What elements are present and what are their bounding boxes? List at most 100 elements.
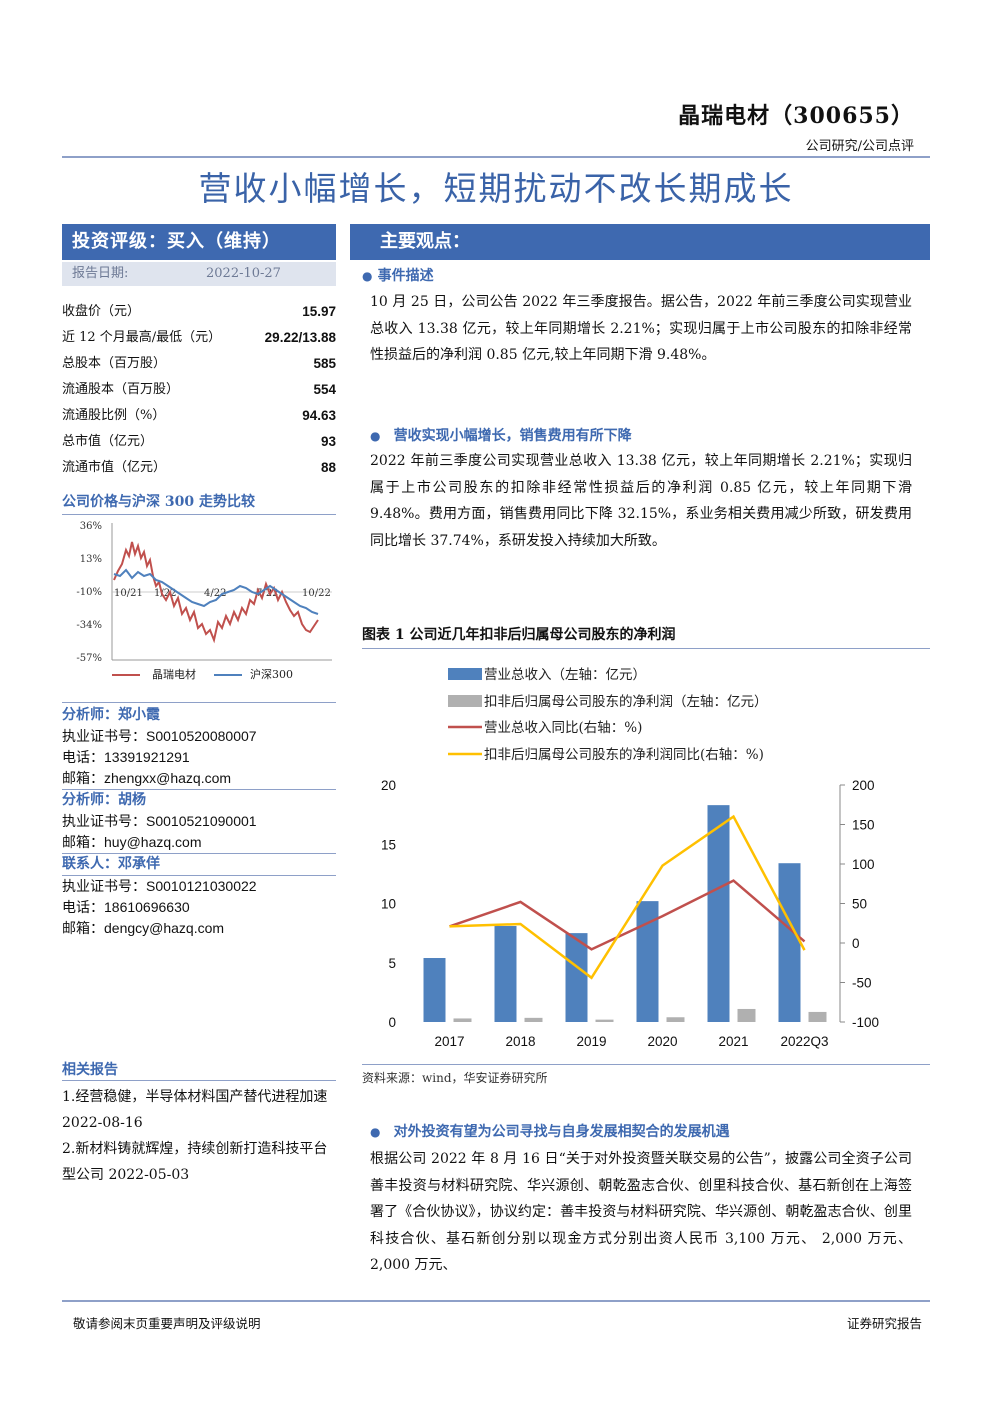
- x-tick: 1/22: [154, 588, 176, 599]
- y-tick: 13%: [80, 554, 102, 565]
- y-right-tick: -100: [852, 1015, 879, 1030]
- x-tick: 7/22: [256, 588, 278, 599]
- y-right-tick: 0: [852, 936, 860, 951]
- contact-title: 联系人：邓承佯: [62, 853, 336, 875]
- stat-value: 15.97: [302, 304, 336, 319]
- y-tick: 36%: [80, 521, 102, 532]
- section-investment: ● 对外投资有望为公司寻找与自身发展相契合的发展机遇: [370, 1121, 730, 1141]
- analyst-cert: 执业证书号：S0010520080007: [62, 728, 257, 744]
- figure-top-divider: [362, 648, 930, 649]
- y-left-tick: 0: [388, 1015, 396, 1030]
- section-investment-text: 根据公司 2022 年 8 月 16 日“关于对外投资暨关联交易的公告”，披露公…: [370, 1151, 912, 1273]
- stat-row: 流通股本（百万股） 554: [62, 378, 336, 404]
- stat-label: 总市值（亿元）: [62, 434, 154, 449]
- stat-row: 总市值（亿元） 93: [62, 430, 336, 456]
- footer-divider: [62, 1300, 930, 1302]
- related-reports-title: 相关报告: [62, 1062, 118, 1078]
- analyst-block: 分析师：郑小霞 执业证书号：S0010520080007 电话：13391921…: [62, 705, 336, 939]
- bullet-icon: ●: [362, 269, 373, 283]
- stat-value: 29.22/13.88: [264, 330, 336, 345]
- stat-row: 流通股比例（%） 94.63: [62, 404, 336, 430]
- related-report-link[interactable]: 1.经营稳健，半导体材料国产替代进程加速 2022-08-16: [62, 1089, 328, 1131]
- y-tick: -10%: [76, 587, 102, 598]
- x-tick: 10/22: [302, 588, 331, 599]
- bar: [453, 1018, 472, 1022]
- bar: [524, 1017, 543, 1022]
- x-tick: 2020: [647, 1034, 677, 1049]
- legend-label: 扣非后归属母公司股东的净利润同比(右轴：%): [484, 746, 764, 763]
- section-revenue: ● 营收实现小幅增长，销售费用有所下降: [370, 425, 632, 445]
- analyst-title: 分析师：胡杨: [62, 789, 336, 811]
- report-category: 公司研究/公司点评: [805, 139, 914, 154]
- x-tick: 4/22: [204, 588, 226, 599]
- analyst-email: 邮箱：zhengxx@hazq.com: [62, 770, 232, 786]
- stock-price-line: [113, 541, 319, 644]
- x-tick: 2022Q3: [780, 1034, 828, 1049]
- x-tick: 2019: [576, 1034, 606, 1049]
- legend-stock: 晶瑞电材: [152, 667, 196, 681]
- stat-row: 收盘价（元） 15.97: [62, 300, 336, 326]
- bar: [808, 1011, 827, 1022]
- series-line: [449, 879, 806, 951]
- stat-row: 总股本（百万股） 585: [62, 352, 336, 378]
- report-date-label: 报告日期:: [72, 266, 129, 281]
- bar: [595, 1019, 614, 1022]
- legend-swatch: [448, 668, 482, 680]
- legend-index: 沪深300: [250, 667, 293, 681]
- stat-row: 流通市值（亿元） 88: [62, 456, 336, 482]
- stat-label: 总股本（百万股）: [62, 356, 167, 371]
- stat-value: 93: [320, 434, 336, 449]
- contact-cert: 执业证书号：S0010121030022: [62, 875, 336, 897]
- revenue-profit-chart: 营业总收入（左轴：亿元） 扣非后归属母公司股东的净利润（左轴：亿元） 营业总收入同比…: [381, 667, 879, 1049]
- y-right-tick: 200: [852, 778, 875, 793]
- bar: [707, 805, 730, 1022]
- y-right-tick: -50: [852, 976, 872, 991]
- section-event-text: 10 月 25 日，公司公告 2022 年三季度报告。据公告，2022 年前三季…: [370, 294, 912, 363]
- related-reports-list: 1.经营稳健，半导体材料国产替代进程加速 2022-08-16 2.新材料铸就辉…: [62, 1084, 336, 1188]
- bullet-icon: ●: [370, 1125, 381, 1139]
- price-trend-chart: 36% 13% -10% -34% -57% 10/21 1/22 4/22 7…: [76, 521, 332, 681]
- section-revenue-text: 2022 年前三季度公司实现营业总收入 13.38 亿元，较上年同期增长 2.2…: [370, 453, 912, 549]
- figure-bottom-divider: [362, 1064, 930, 1065]
- related-report-link[interactable]: 2.新材料铸就辉煌，持续创新打造科技平台型公司 2022-05-03: [62, 1141, 328, 1183]
- analyst-divider: [62, 702, 336, 703]
- figure-title: 图表 1 公司近几年扣非后归属母公司股东的净利润: [362, 627, 676, 643]
- report-date-bar: 报告日期: 2022-10-27: [62, 262, 336, 286]
- y-tick: -34%: [76, 620, 102, 631]
- stat-label: 近 12 个月最高/最低（元）: [62, 330, 222, 345]
- y-tick: -57%: [76, 653, 102, 664]
- company-name: 晶瑞电材（300655）: [678, 103, 914, 129]
- footer-disclaimer: 敬请参阅末页重要声明及评级说明: [73, 1316, 261, 1331]
- section-title: 对外投资有望为公司寻找与自身发展相契合的发展机遇: [393, 1124, 730, 1140]
- x-tick: 2017: [434, 1034, 464, 1049]
- y-right-tick: 50: [852, 897, 867, 912]
- section-event: ● 事件描述: [362, 265, 434, 285]
- stat-value: 88: [320, 460, 336, 475]
- bar: [737, 1008, 756, 1022]
- analyst-title: 分析师：郑小霞: [62, 707, 160, 723]
- stock-stats: 收盘价（元） 15.97 近 12 个月最高/最低（元） 29.22/13.88 总…: [62, 300, 336, 482]
- legend-label: 营业总收入同比(右轴：%): [484, 720, 642, 736]
- bar: [565, 933, 588, 1022]
- stat-label: 流通股本（百万股）: [62, 382, 180, 397]
- figure-source: 资料来源：wind，华安证券研究所: [362, 1071, 548, 1085]
- legend-label: 营业总收入（左轴：亿元）: [484, 667, 646, 683]
- footer-report-type: 证券研究报告: [846, 1316, 922, 1331]
- x-tick: 2018: [505, 1034, 535, 1049]
- y-left-tick: 10: [381, 897, 396, 912]
- x-tick: 10/21: [114, 588, 143, 599]
- y-right-tick: 100: [852, 857, 875, 872]
- contact-email: 邮箱：dengcy@hazq.com: [62, 920, 225, 936]
- price-chart-divider: [62, 514, 336, 515]
- legend-label: 扣非后归属母公司股东的净利润（左轴：亿元）: [484, 693, 768, 710]
- analyst-email: 邮箱：huy@hazq.com: [62, 834, 202, 850]
- stat-label: 收盘价（元）: [62, 304, 141, 319]
- bar: [636, 901, 659, 1022]
- main-views-bar: 主要观点：: [350, 224, 930, 260]
- stat-value: 554: [313, 382, 336, 397]
- stat-label: 流通股比例（%）: [62, 408, 166, 423]
- contact-phone: 电话：18610696630: [62, 899, 190, 915]
- csi300-line: [113, 568, 319, 615]
- stat-value: 585: [313, 356, 336, 371]
- section-title: 事件描述: [377, 268, 434, 284]
